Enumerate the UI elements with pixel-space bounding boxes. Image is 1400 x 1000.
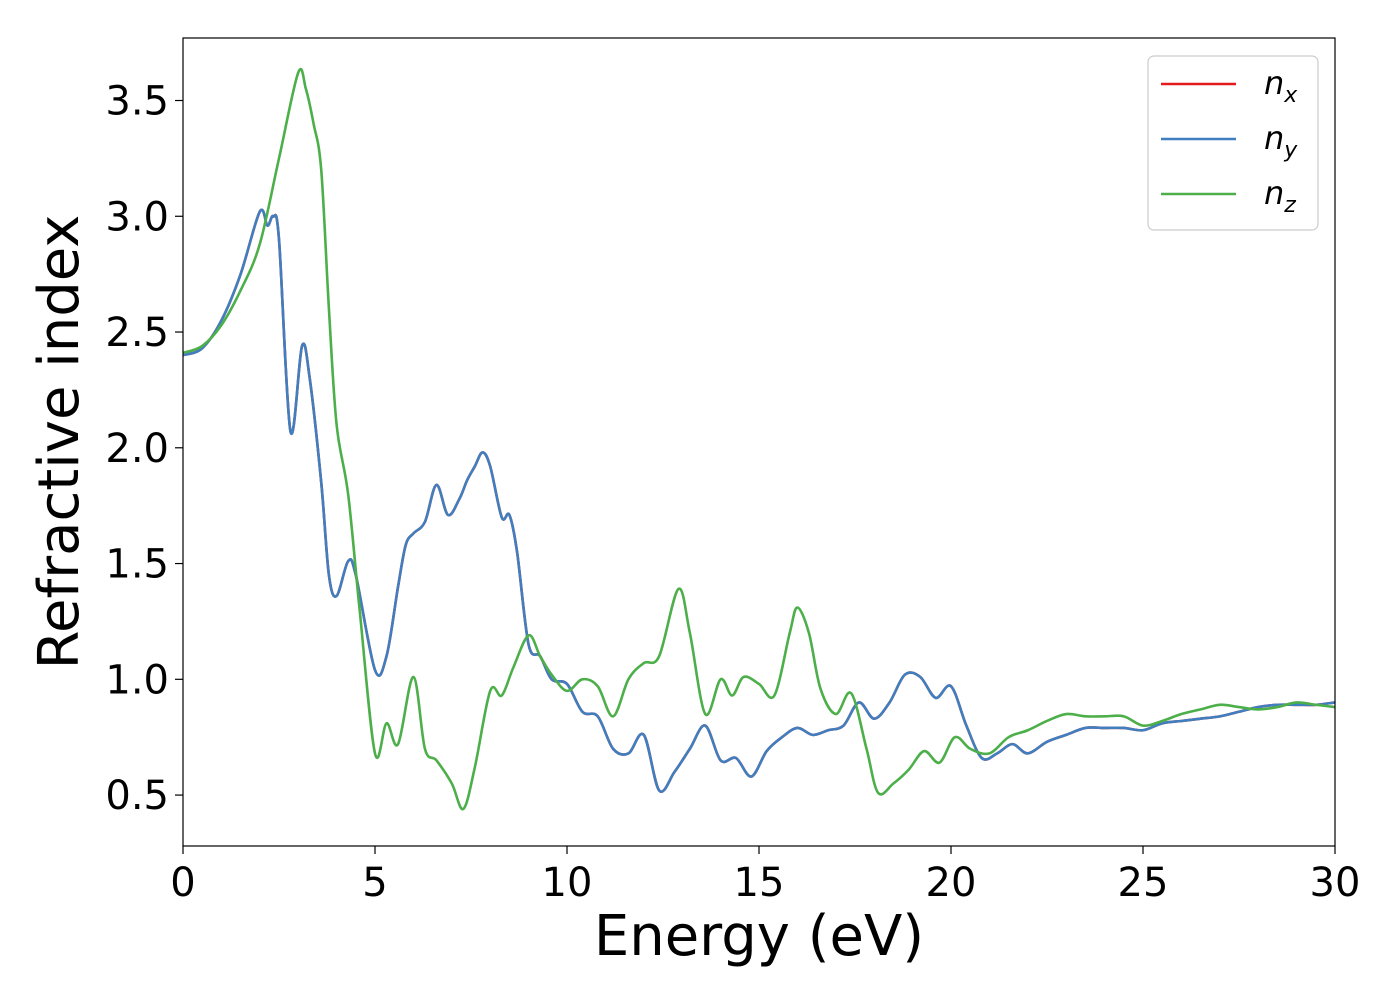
x-tick-label: 10 <box>542 860 593 906</box>
y-tick-label: 3.0 <box>105 194 169 240</box>
y-axis-title: Refractive index <box>27 215 92 670</box>
y-tick-label: 3.5 <box>105 79 169 125</box>
x-tick-label: 15 <box>734 860 785 906</box>
y-tick-label: 1.0 <box>105 657 169 703</box>
ticks-layer: 0 5 10 15 20 25 30 0.5 1.0 1.5 2.0 2.5 3.0 3.5 <box>105 79 1360 906</box>
series-line-x <box>183 208 1335 794</box>
y-tick-label: 2.0 <box>105 426 169 472</box>
x-tick-label: 0 <box>170 860 195 906</box>
x-tick-label: 20 <box>926 860 977 906</box>
series-line-z <box>183 67 1335 811</box>
x-axis-title: Energy (eV) <box>594 904 924 969</box>
y-tick-label: 0.5 <box>105 773 169 819</box>
y-tick-label: 2.5 <box>105 310 169 356</box>
y-tick-label: 1.5 <box>105 542 169 588</box>
series-line-y <box>183 208 1335 794</box>
legend-box <box>1147 55 1319 231</box>
x-tick-label: 25 <box>1118 860 1169 906</box>
series-layer <box>183 67 1335 811</box>
x-tick-label: 5 <box>362 860 387 906</box>
x-tick-label: 30 <box>1310 860 1361 906</box>
